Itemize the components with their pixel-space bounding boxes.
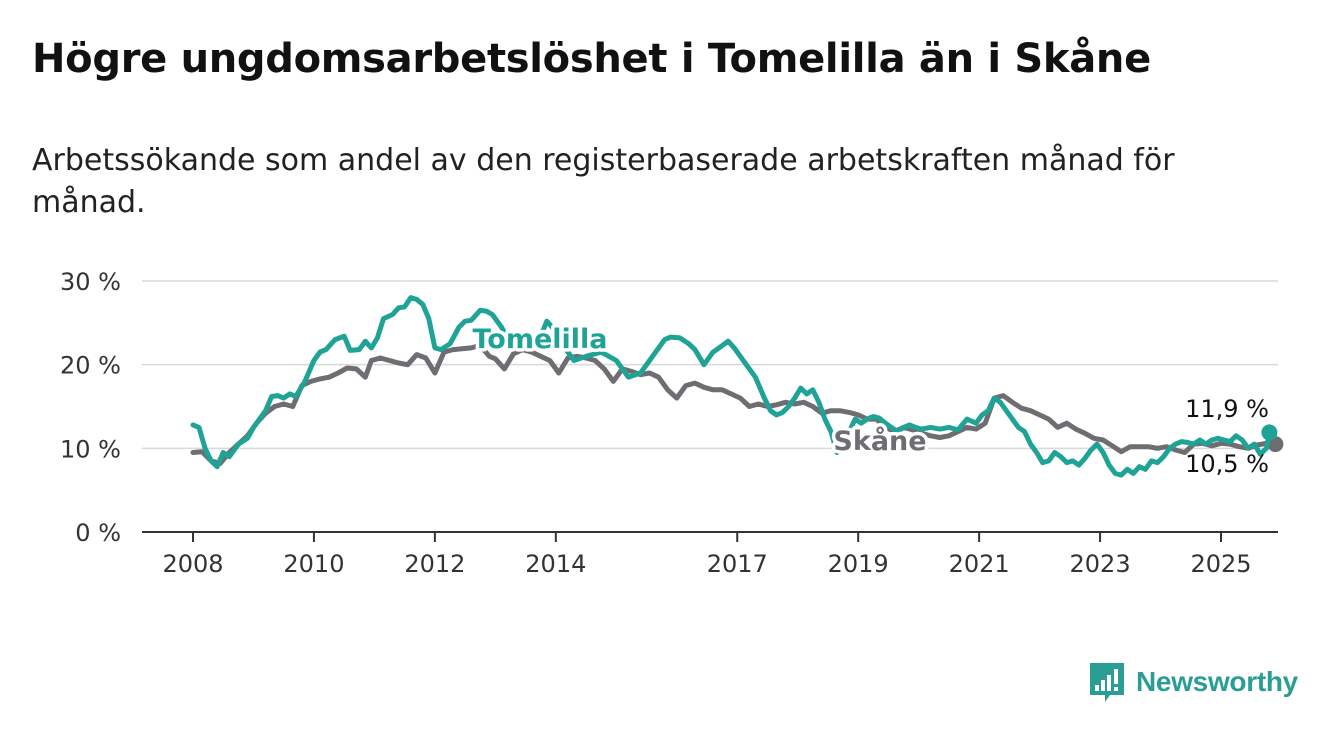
x-tick-label: 2021 xyxy=(949,550,1010,578)
bar-chart-speech-icon xyxy=(1090,663,1124,702)
series-end-dot-tomelilla xyxy=(1261,424,1278,441)
y-tick-label: 20 % xyxy=(60,352,121,380)
series-label-tomelilla: Tomelilla xyxy=(472,324,607,355)
y-tick-label: 30 % xyxy=(60,268,121,296)
y-tick-label: 0 % xyxy=(75,519,121,547)
x-tick-label: 2017 xyxy=(707,550,768,578)
series-line-tomelilla xyxy=(190,295,1272,478)
chart-subtitle: Arbetssökande som andel av den registerb… xyxy=(32,143,1175,220)
newsworthy-logo: Newsworthy xyxy=(1088,660,1298,704)
x-tick-label: 2010 xyxy=(283,550,344,578)
x-tick-label: 2025 xyxy=(1190,550,1251,578)
series-label-tomelilla-halo: Tomelilla xyxy=(472,324,607,355)
chart-title: Högre ungdomsarbetslöshet i Tomelilla än… xyxy=(32,36,1151,82)
x-tick-label: 2023 xyxy=(1070,550,1131,578)
series-label-skane: Skåne xyxy=(833,425,926,457)
series-label-skane-halo: Skåne xyxy=(833,425,926,457)
x-tick-label: 2014 xyxy=(525,550,586,578)
x-tick-label: 2012 xyxy=(404,550,465,578)
series-line-skne xyxy=(190,342,1278,466)
x-tick-label: 2019 xyxy=(828,550,889,578)
brand-name: Newsworthy xyxy=(1136,666,1298,697)
end-label-tomelilla: 11,9 % xyxy=(1185,395,1269,423)
y-tick-label: 10 % xyxy=(60,435,121,463)
x-tick-label: 2008 xyxy=(162,550,223,578)
end-label-skane: 10,5 % xyxy=(1185,450,1269,478)
